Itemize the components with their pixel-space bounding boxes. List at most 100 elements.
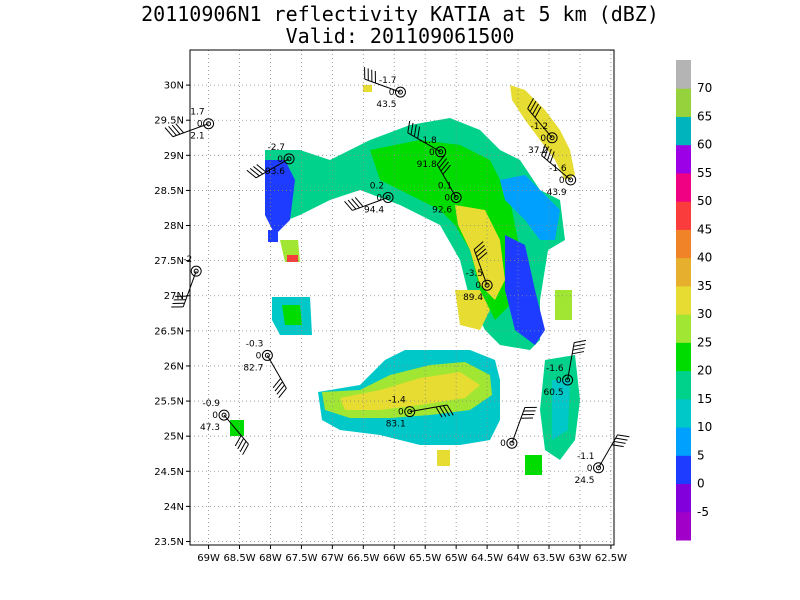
wind-barb-flag [446,404,454,416]
station-rh: 91.8 [417,160,437,170]
wind-barb-flag [544,146,549,159]
station-plot: -2 [171,255,202,308]
wind-barb-flag [347,199,357,210]
wind-barb-flag [239,441,247,453]
wind-barb-staff [473,249,488,286]
map-frame [189,49,615,546]
station-temp: 1.7 [190,108,204,118]
station-center [453,194,459,200]
station-plot: -1.7 0 43.5 [364,67,406,110]
station-temp: -1.1 [577,452,595,462]
lat-tick-label: 25N [164,432,184,443]
station-plot: -1.6 0 43.9 [541,143,577,198]
lat-tick-label: 29.5N [154,116,184,127]
station-temp: -0.9 [202,399,220,409]
wind-barb-flag [276,384,285,395]
wind-barb-flag [613,440,626,444]
wind-barb-staff [436,164,457,198]
colorbar-swatch [676,60,691,89]
wind-barb-flag [615,437,628,441]
wind-barb-flag [354,197,364,207]
wind-barb-flag [237,438,245,450]
lat-tick-label: 24N [164,502,184,513]
station-rh: 43.9 [547,188,567,198]
station-plot: 0.1 0 92.6 [432,154,462,215]
station-center [509,440,515,446]
lat-tick-label: 23.5N [154,537,184,548]
lat-tick-label: 26N [164,361,184,372]
wind-barb-flag [546,148,552,161]
station-temp: -1.6 [549,164,567,174]
wind-barb-flag [242,443,249,455]
station-circle [565,174,577,186]
station-rh: 2.1 [190,132,204,142]
station-plot: 0 [500,406,537,449]
lon-tick-label: 64W [507,553,530,564]
wind-barb-flag [440,161,449,172]
station-center [484,282,490,288]
lon-tick-label: 69W [197,553,220,564]
wind-barb-flag [274,381,283,392]
colorbar-label: 45 [697,222,712,236]
station-rh: 93.6 [265,167,285,177]
echo-region [455,205,505,300]
colorbar-label: 25 [697,335,712,349]
wind-barb-staff [172,123,209,138]
station-value: 0 [398,408,404,418]
station-value: 0 [389,88,395,98]
station-center [385,194,391,200]
echo-region [525,455,542,475]
station-center [286,156,292,162]
echo-region [268,230,278,242]
wind-barb-flag [476,248,487,258]
wind-barb-staff [409,404,448,413]
station-value: 0 [277,155,283,165]
station-rh: 47.3 [200,423,220,433]
echo-region [282,305,302,325]
wind-barb-flag [253,166,264,175]
wind-barb-staff [266,355,287,389]
wind-barb-flag [477,252,488,261]
station-rh: 37.2 [528,146,548,156]
echo-region [287,255,298,262]
lat-tick-label: 30N [164,81,184,92]
colorbar-swatch [676,116,691,146]
colorbar-swatch [676,370,691,400]
station-rh: 24.5 [574,476,594,486]
station-plot: -1.1 0 24.5 [574,434,630,486]
wind-barb-staff [223,414,249,445]
station-temp: -1.2 [531,122,549,132]
colorbar-label: 70 [697,81,712,95]
colorbar-label: 40 [697,251,712,265]
colorbar-label: 10 [697,420,712,434]
station-circle [593,462,605,474]
wind-barb-staff [255,158,290,179]
station-center [549,135,555,141]
lon-tick-label: 68W [259,553,282,564]
station-plot: -1.8 0 91.8 [407,120,447,170]
station-plot: -3.5 0 89.4 [463,241,493,303]
wind-barb-flag [549,151,555,163]
station-value: 0 [587,464,593,474]
echo-region [510,85,575,180]
lat-tick-label: 25.5N [154,397,184,408]
lat-tick-label: 24.5N [154,467,184,478]
station-value: 0 [376,193,382,203]
station-center [438,149,444,155]
echo-region [500,175,560,240]
wind-barb-staff [527,108,553,139]
station-circle [481,279,493,291]
wind-barb-flag [574,339,587,344]
station-plot: 0.2 0 94.4 [344,181,394,215]
station-rh: 92.6 [432,205,452,215]
wind-barb-flag [436,154,446,165]
longitude-labels: 69W 68.5W 68W 67.5W 67W 66.5W 66W 65.5W 65W 64.5W… [197,545,627,564]
wind-barb-staff [364,78,401,93]
colorbar-swatch [676,342,691,372]
colorbar-swatch [676,314,691,343]
colorbar-label: 60 [697,138,712,152]
reflectivity-echoes [230,85,580,475]
station-plot: -0.9 0 47.3 [200,399,249,455]
wind-barb-staff [567,342,575,381]
